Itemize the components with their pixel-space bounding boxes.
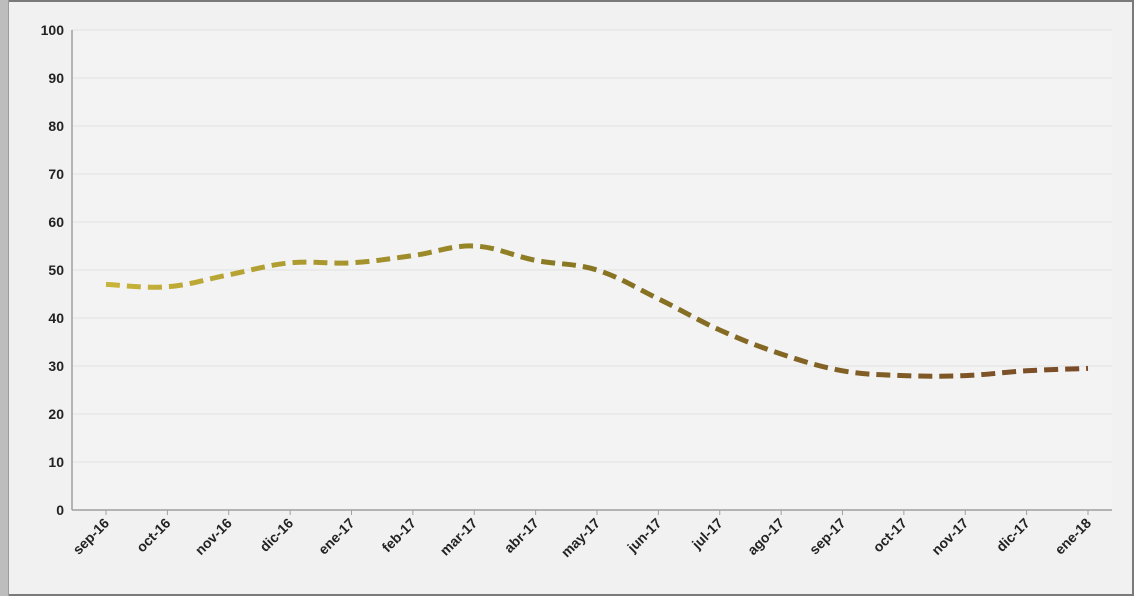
data-point [841,369,845,373]
x-tick-label: dic-16 [256,515,296,555]
y-tick-label: 70 [48,166,64,182]
data-point [718,328,722,332]
x-tick-label: nov-17 [928,515,971,558]
y-tick-label: 100 [41,22,65,38]
data-point [656,297,660,301]
data-point [227,273,231,277]
series-layer [104,243,1090,379]
data-point [165,285,169,289]
data-point [779,352,783,356]
x-tick-label: sep-17 [806,515,849,558]
y-axis-ticks: 0 10 20 30 40 50 60 70 80 90 100 [41,22,65,518]
x-tick-label: feb-17 [379,515,420,556]
x-tick-label: ene-17 [315,515,358,558]
axes [71,30,1112,511]
y-tick-label: 60 [48,214,64,230]
data-point [534,258,538,262]
x-tick-label: dic-17 [993,515,1033,555]
x-tick-label: jun-17 [623,515,664,556]
y-tick-label: 30 [48,358,64,374]
data-point [104,282,108,286]
x-tick-label: may-17 [558,515,604,561]
y-tick-label: 0 [56,502,64,518]
x-tick-label: oct-17 [870,515,911,556]
x-axis-ticks: sep-16 oct-16 nov-16 dic-16 ene-17 feb-17 mar-… [69,510,1094,560]
data-point [595,268,599,272]
y-tick-label: 10 [48,454,64,470]
y-tick-label: 90 [48,70,64,86]
data-point [1086,366,1090,370]
x-tick-label: sep-16 [69,515,112,558]
data-point [902,374,906,378]
y-tick-label: 40 [48,310,64,326]
data-point [288,261,292,265]
y-tick-label: 80 [48,118,64,134]
y-tick-label: 50 [48,262,64,278]
series-line [105,243,1089,379]
x-tick-label: mar-17 [437,515,481,559]
window-edge [0,0,9,596]
data-point [350,261,354,265]
x-tick-label: abr-17 [501,515,542,556]
data-point [411,254,415,258]
x-tick-label: oct-16 [133,515,174,556]
data-point [472,244,476,248]
x-tick-label: ago-17 [744,515,787,558]
data-point [1025,369,1029,373]
x-tick-label: ene-18 [1051,515,1094,558]
x-tick-label: jul-17 [688,515,726,553]
x-tick-label: nov-16 [192,515,235,558]
data-point [963,374,967,378]
y-tick-label: 20 [48,406,64,422]
